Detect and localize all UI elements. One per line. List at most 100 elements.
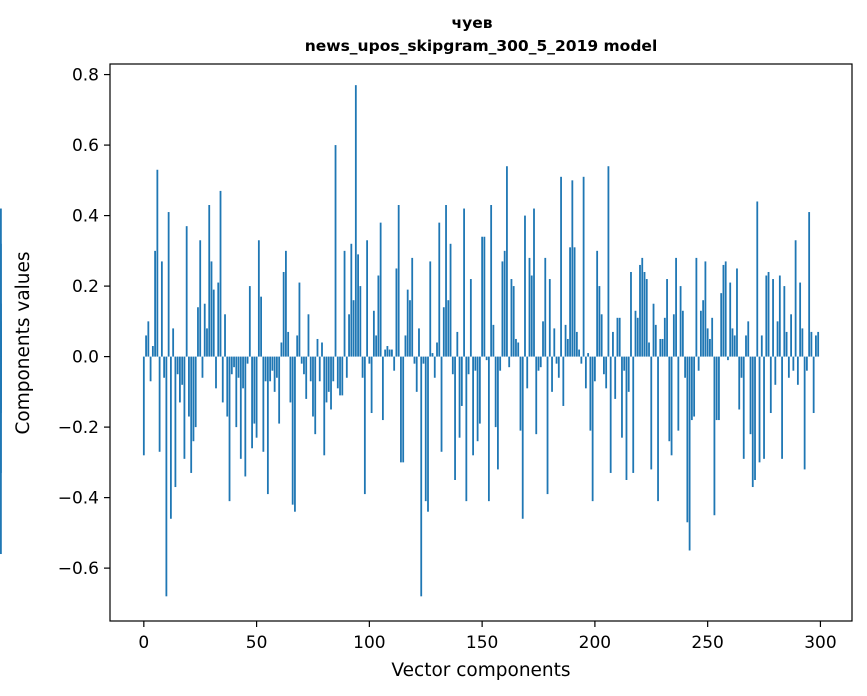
bar	[354, 85, 357, 357]
bar	[630, 271, 632, 357]
bar	[424, 356, 427, 502]
bar	[787, 356, 790, 378]
x-tick-label: 150	[466, 633, 498, 653]
bar	[289, 356, 292, 403]
bar	[645, 279, 648, 357]
bar	[686, 356, 689, 523]
bar	[810, 331, 813, 357]
bar	[485, 356, 488, 361]
bar	[815, 335, 817, 357]
bar	[318, 356, 321, 382]
bar	[483, 236, 486, 357]
bar	[438, 222, 441, 357]
bar	[181, 356, 184, 385]
bar	[142, 356, 145, 456]
bar	[808, 212, 811, 357]
bar	[323, 356, 326, 456]
bar	[291, 356, 294, 505]
bar	[165, 356, 168, 597]
bar	[460, 356, 463, 406]
bar	[661, 338, 664, 357]
bar	[663, 317, 666, 357]
bar	[693, 356, 696, 417]
bar	[379, 222, 382, 357]
bar	[343, 250, 346, 357]
y-tick-label: 0.6	[72, 136, 99, 156]
bar	[151, 346, 154, 357]
bar	[503, 250, 506, 357]
bar	[670, 356, 673, 456]
bar	[314, 356, 317, 435]
bar	[688, 356, 691, 551]
bar	[799, 282, 802, 357]
bar	[174, 356, 177, 488]
bar	[492, 324, 495, 357]
bar	[266, 356, 269, 495]
bar	[790, 314, 792, 357]
bar	[451, 356, 454, 375]
bar	[321, 342, 323, 357]
x-tick-label: 100	[353, 633, 385, 653]
bar	[366, 240, 368, 357]
bar	[458, 356, 461, 438]
bar	[327, 356, 330, 392]
bar	[210, 261, 213, 357]
bar	[463, 208, 465, 357]
bar	[260, 296, 262, 357]
bar	[774, 356, 777, 385]
bar	[285, 250, 287, 357]
bar	[548, 279, 551, 357]
bar	[294, 356, 296, 512]
bar	[271, 356, 274, 371]
bar	[641, 257, 644, 357]
bar	[582, 176, 585, 357]
bar	[684, 356, 686, 378]
bar	[465, 356, 468, 502]
bar	[621, 356, 623, 438]
bar	[0, 356, 2, 389]
bar	[257, 240, 260, 357]
bar	[445, 205, 447, 357]
bar	[280, 342, 283, 357]
bar	[508, 356, 511, 368]
bar	[650, 356, 653, 470]
bar	[269, 356, 272, 382]
bar	[713, 356, 716, 516]
bar	[812, 356, 815, 414]
bar	[598, 286, 601, 357]
bar	[747, 321, 750, 357]
bar	[557, 356, 560, 378]
bar	[778, 275, 781, 357]
bar	[783, 286, 786, 357]
bar	[756, 201, 759, 357]
bar	[185, 226, 188, 357]
chart-title: чуев	[451, 14, 492, 32]
bar	[776, 321, 779, 357]
bar	[706, 328, 709, 357]
bar	[305, 356, 308, 399]
bar	[546, 356, 549, 495]
bar	[262, 356, 265, 452]
bar	[467, 356, 470, 375]
bar	[219, 190, 222, 357]
bar	[176, 356, 179, 375]
bar	[526, 356, 529, 389]
bar	[420, 356, 423, 597]
bar	[336, 356, 339, 389]
bar	[330, 356, 332, 410]
bar	[566, 338, 569, 357]
y-tick-label: −0.2	[58, 418, 99, 438]
bar	[553, 328, 556, 357]
bar	[221, 356, 224, 403]
bar	[307, 314, 310, 357]
bar	[409, 300, 411, 357]
bar	[603, 356, 605, 375]
bar	[659, 338, 662, 357]
bar	[772, 279, 774, 357]
bar	[345, 356, 348, 378]
bar	[350, 243, 353, 357]
y-tick-label: 0.0	[72, 348, 99, 368]
bar	[501, 261, 504, 357]
bar	[418, 328, 420, 357]
bar	[578, 349, 580, 357]
